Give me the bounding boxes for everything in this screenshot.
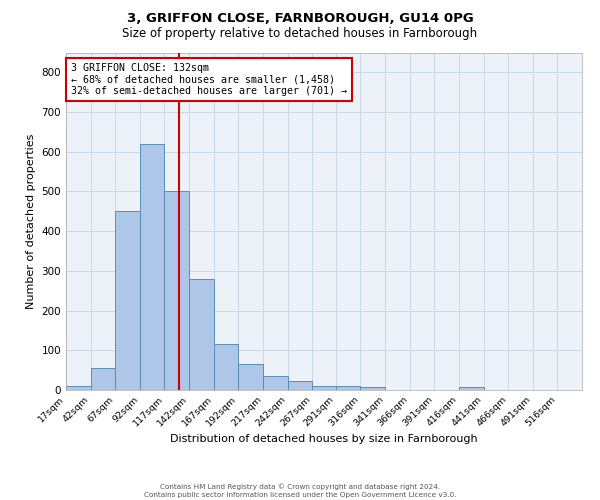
Bar	[140, 144, 164, 390]
Bar	[263, 376, 287, 390]
Y-axis label: Number of detached properties: Number of detached properties	[26, 134, 36, 309]
Bar	[66, 386, 91, 390]
Bar	[115, 212, 140, 390]
Bar	[214, 344, 238, 390]
Bar	[189, 279, 214, 390]
Text: Size of property relative to detached houses in Farnborough: Size of property relative to detached ho…	[122, 28, 478, 40]
Bar	[312, 386, 337, 390]
Bar	[91, 368, 115, 390]
Bar	[287, 382, 312, 390]
Bar	[238, 364, 263, 390]
Bar	[459, 387, 484, 390]
X-axis label: Distribution of detached houses by size in Farnborough: Distribution of detached houses by size …	[170, 434, 478, 444]
Text: 3 GRIFFON CLOSE: 132sqm
← 68% of detached houses are smaller (1,458)
32% of semi: 3 GRIFFON CLOSE: 132sqm ← 68% of detache…	[71, 62, 347, 96]
Text: 3, GRIFFON CLOSE, FARNBOROUGH, GU14 0PG: 3, GRIFFON CLOSE, FARNBOROUGH, GU14 0PG	[127, 12, 473, 26]
Bar	[336, 386, 361, 390]
Bar	[361, 387, 385, 390]
Bar	[164, 192, 189, 390]
Text: Contains HM Land Registry data © Crown copyright and database right 2024.
Contai: Contains HM Land Registry data © Crown c…	[144, 483, 456, 498]
